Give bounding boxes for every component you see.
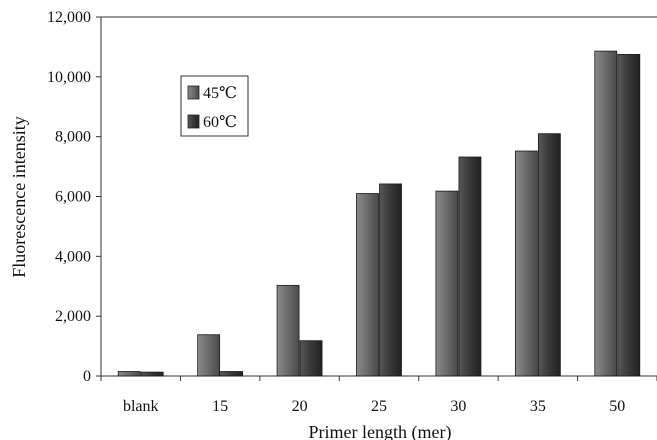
- y-tick-label: 0: [83, 368, 91, 385]
- bar-45c-30: [435, 190, 459, 377]
- legend-swatch-45c: [187, 85, 200, 100]
- x-ticks: blank 15 20 25 30 35 50: [100, 376, 657, 415]
- y-tick-label: 8,000: [55, 129, 91, 146]
- x-tick-label: blank: [123, 398, 159, 415]
- legend-label-45c: 45℃: [203, 85, 237, 102]
- y-axis-title: Fluorescence intensity: [9, 116, 29, 277]
- bar-60c-15: [220, 371, 244, 377]
- x-axis-title: Primer length (mer): [309, 422, 452, 440]
- legend: 45℃ 60℃: [180, 75, 249, 137]
- y-tick-label: 6,000: [55, 189, 91, 206]
- x-tick-label: 50: [609, 398, 625, 415]
- legend-swatch-60c: [187, 114, 200, 129]
- bars: [117, 50, 641, 377]
- bar-60c-20: [299, 340, 323, 377]
- y-tick-label: 10,000: [47, 69, 91, 86]
- x-tick-label: 15: [212, 398, 228, 415]
- bar-45c-15: [197, 334, 221, 377]
- y-tick-label: 2,000: [55, 308, 91, 325]
- plot-frame: [100, 16, 657, 377]
- bar-60c-blank: [140, 371, 164, 377]
- bar-45c-50: [594, 50, 618, 377]
- y-tick-label: 12,000: [47, 9, 91, 26]
- y-ticks: 0 2,000 4,000 6,000 8,000 10,000 12,000: [47, 9, 101, 385]
- y-tick-label: 4,000: [55, 248, 91, 265]
- bar-60c-25: [379, 183, 402, 377]
- bar-60c-35: [537, 133, 561, 377]
- bar-60c-30: [458, 156, 482, 377]
- bar-45c-25: [356, 193, 379, 377]
- x-tick-label: 25: [371, 398, 387, 415]
- x-tick-label: 20: [292, 398, 308, 415]
- legend-label-60c: 60℃: [203, 114, 237, 131]
- bar-60c-50: [617, 53, 641, 377]
- bar-45c-20: [276, 284, 300, 377]
- bar-45c-35: [514, 150, 538, 377]
- bar-45c-blank: [117, 371, 141, 377]
- x-tick-label: 35: [530, 398, 546, 415]
- x-tick-label: 30: [450, 398, 466, 415]
